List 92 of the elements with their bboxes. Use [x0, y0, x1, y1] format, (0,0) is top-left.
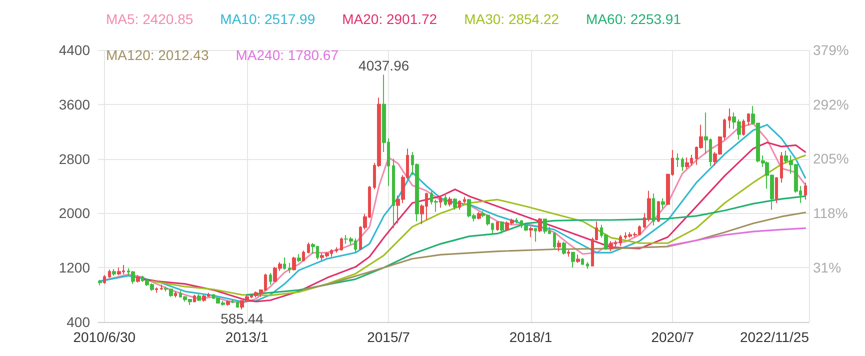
- candlestick: [98, 279, 102, 286]
- candlestick: [340, 237, 343, 252]
- candlestick: [444, 192, 447, 206]
- annotation: 585.44: [220, 310, 264, 326]
- y-tick-label: 400: [66, 314, 90, 330]
- candlestick: [288, 262, 291, 274]
- candlestick: [681, 156, 684, 172]
- candlestick: [103, 274, 106, 284]
- y-tick-label: 3600: [58, 96, 90, 112]
- candlestick: [562, 241, 566, 256]
- y2-tick-label: 31%: [813, 259, 842, 276]
- text: MA240: 1780.67: [236, 47, 339, 63]
- candlestick: [283, 256, 286, 270]
- candlestick: [202, 294, 206, 302]
- candlestick: [197, 294, 201, 302]
- candlestick: [742, 118, 745, 136]
- text: MA5: 2420.85: [106, 11, 194, 27]
- candlestick: [297, 254, 301, 263]
- candlestick: [136, 274, 140, 284]
- candlestick: [657, 200, 660, 223]
- text: MA10: 2517.99: [220, 11, 316, 27]
- x-tick-label: 2020/7: [651, 329, 694, 345]
- candlestick: [302, 250, 305, 262]
- line-series: [667, 227, 806, 247]
- candlestick: [292, 256, 296, 271]
- candlestick: [496, 220, 499, 232]
- candlestick: [108, 269, 111, 278]
- candlestick: [160, 284, 163, 291]
- candlestick: [728, 108, 731, 129]
- candlestick: [586, 262, 589, 270]
- candlestick: [515, 217, 518, 224]
- candlestick: [112, 268, 116, 276]
- candlestick: [775, 176, 778, 204]
- candlestick: [747, 112, 750, 126]
- candlestick: [685, 156, 689, 170]
- candlestick: [529, 226, 533, 238]
- candlestick: [543, 218, 547, 234]
- line-series: [246, 195, 806, 296]
- candlestick: [534, 228, 537, 242]
- y-tick-label: 2800: [58, 150, 90, 167]
- y2-tick-label: 205%: [813, 150, 849, 167]
- text: MA20: 2901.72: [342, 11, 438, 27]
- candlestick: [576, 254, 580, 264]
- y2-tick-label: 379%: [813, 42, 849, 58]
- candlestick: [557, 240, 561, 252]
- candlestick: [553, 232, 556, 250]
- candlestick: [619, 234, 622, 246]
- candlestick: [131, 270, 135, 284]
- candlestick: [392, 158, 395, 229]
- line-series: [302, 212, 806, 290]
- candlestick: [458, 200, 461, 210]
- x-tick-label: 2010/6/30: [73, 329, 136, 345]
- y-tick-label: 4400: [58, 42, 90, 58]
- annotation: 4037.96: [358, 58, 410, 74]
- candlestick: [236, 301, 239, 308]
- candlestick: [307, 242, 310, 254]
- text: MA120: 2012.43: [106, 47, 209, 63]
- x-tick-label: 2013/1: [225, 329, 268, 345]
- candlestick: [193, 294, 196, 303]
- candlestick: [155, 286, 158, 294]
- y2-tick-label: 118%: [813, 205, 848, 222]
- x-tick-label: 2015/7: [367, 329, 410, 345]
- x-tick-label: 2022/11/25: [740, 329, 810, 345]
- candlestick: [477, 211, 481, 220]
- candlestick: [117, 267, 121, 276]
- candlestick: [780, 152, 783, 184]
- candlestick: [571, 251, 575, 268]
- candlestick: [652, 192, 655, 226]
- x-tick-label: 2018/1: [509, 329, 552, 345]
- candlestick: [463, 196, 466, 204]
- candlestick: [174, 290, 177, 298]
- candlestick: [439, 196, 442, 208]
- text: MA60: 2253.91: [586, 11, 682, 27]
- candlestick: [567, 249, 570, 258]
- candlestick: [231, 299, 234, 304]
- y-tick-label: 2000: [58, 205, 90, 222]
- candlestick: [524, 224, 528, 232]
- y2-tick-label: 292%: [813, 96, 849, 112]
- candlestick: [500, 220, 504, 234]
- candlestick: [226, 300, 230, 306]
- candlestick: [453, 198, 457, 210]
- candlestick: [661, 198, 665, 209]
- candlestick: [538, 217, 542, 233]
- candlestick: [804, 182, 807, 200]
- candlestick: [335, 246, 338, 254]
- candlestick: [609, 240, 613, 252]
- y-tick-label: 1200: [58, 260, 90, 276]
- candlestick: [581, 258, 584, 266]
- text: MA30: 2854.22: [464, 11, 560, 27]
- candlestick: [676, 152, 679, 168]
- candlestick: [269, 272, 272, 286]
- candlestick: [448, 196, 452, 207]
